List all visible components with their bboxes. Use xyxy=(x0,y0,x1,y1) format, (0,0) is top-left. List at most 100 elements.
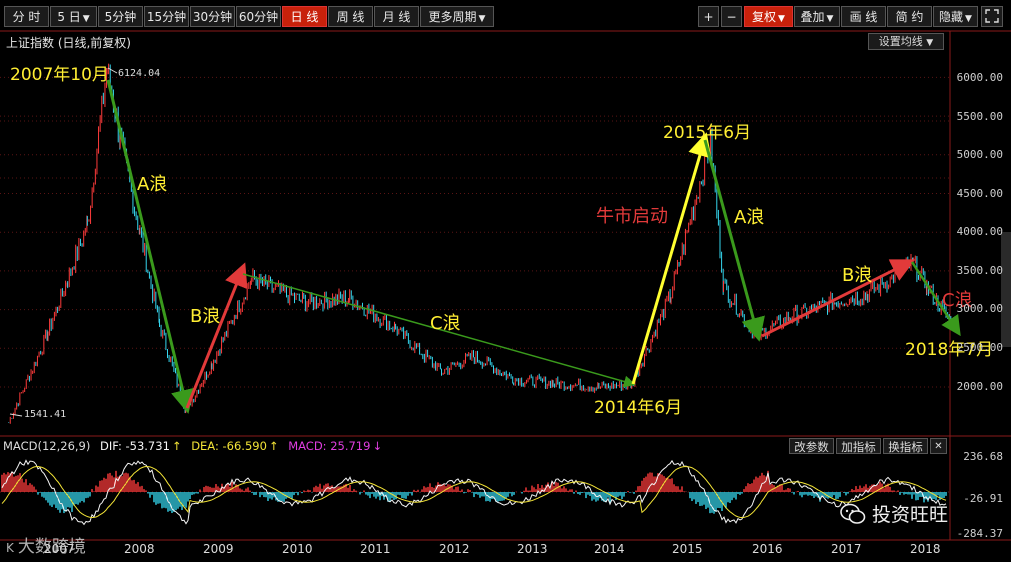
more-periods-label: 更多周期 xyxy=(428,10,477,24)
y-tick: 2500.00 xyxy=(956,341,1003,354)
x-tick: 2011 xyxy=(360,542,391,556)
dropdown-arrow-icon: ▼ xyxy=(778,14,785,24)
annotation-wave-b-2017: B浪 xyxy=(842,265,873,286)
watermark-right: 投资旺旺 xyxy=(840,500,948,527)
x-tick: 2018 xyxy=(910,542,941,556)
fullscreen-icon xyxy=(985,9,999,23)
chart-title: 上证指数 (日线,前复权) xyxy=(6,36,131,50)
wave-c-arrow-2018 xyxy=(910,261,961,337)
period-30min-button[interactable]: 30分钟 xyxy=(190,6,235,27)
x-tick: 2010 xyxy=(282,542,313,556)
overlay-button[interactable]: 叠加 ▼ xyxy=(794,6,840,27)
high-label: 6124.04 xyxy=(118,68,161,79)
y-tick: 5500.00 xyxy=(956,110,1003,123)
overlay-label: 叠加 xyxy=(800,10,825,24)
vertical-scrollbar[interactable] xyxy=(1001,232,1011,347)
period-monthly-button[interactable]: 月 线 xyxy=(374,6,419,27)
wave-b-arrow-2017 xyxy=(761,259,916,338)
more-periods-button[interactable]: 更多周期 ▼ xyxy=(420,6,494,27)
x-tick: 2015 xyxy=(672,542,703,556)
macd-header: MACD(12,26,9) DIF: -53.731 ↑ DEA: -66.590… xyxy=(0,437,950,455)
low-marker-line xyxy=(9,413,23,417)
add-indicator-button[interactable]: 加指标 xyxy=(836,438,881,454)
period-5day-button[interactable]: 5 日 ▼ xyxy=(50,6,97,27)
x-tick: 2014 xyxy=(594,542,625,556)
period-60min-button[interactable]: 60分钟 xyxy=(236,6,281,27)
macd-arrow-icon: ↓ xyxy=(372,439,383,453)
y-tick: 4000.00 xyxy=(956,225,1003,238)
hide-label: 隐藏 xyxy=(939,10,964,24)
low-label: 1541.41 xyxy=(24,409,67,420)
hide-button[interactable]: 隐藏 ▼ xyxy=(933,6,978,27)
dif-value: DIF: -53.731 xyxy=(100,439,170,453)
high-marker-line xyxy=(107,67,118,74)
annotation-wave-b-2009: B浪 xyxy=(190,306,221,327)
x-tick: 2009 xyxy=(203,542,234,556)
y-tick: 3000.00 xyxy=(956,302,1003,315)
x-tick: 2008 xyxy=(124,542,155,556)
annotation-wave-a-2015: A浪 xyxy=(734,207,765,228)
wave-b-arrow-2009 xyxy=(185,262,248,409)
period-timeshare-button[interactable]: 分 时 xyxy=(4,6,49,27)
period-weekly-button[interactable]: 周 线 xyxy=(328,6,373,27)
adjust-rights-label: 复权 xyxy=(752,10,777,24)
watermark-right-text: 投资旺旺 xyxy=(872,504,949,526)
x-tick: 2017 xyxy=(831,542,862,556)
set-ma-button[interactable]: 设置均线 ▼ xyxy=(868,33,944,50)
watermark-left-text: 大数跨境 xyxy=(17,537,86,557)
macd-y-tick: 236.68 xyxy=(963,450,1003,463)
period-5day-label: 5 日 xyxy=(57,10,81,24)
draw-line-button[interactable]: 画 线 xyxy=(841,6,886,27)
fullscreen-button[interactable] xyxy=(981,6,1003,27)
close-indicator-button[interactable]: ✕ xyxy=(930,438,947,454)
dea-value: DEA: -66.590 xyxy=(191,439,267,453)
y-tick: 6000.00 xyxy=(956,71,1003,84)
switch-indicator-button[interactable]: 换指标 xyxy=(883,438,928,454)
annotation-2015-jun: 2015年6月 xyxy=(663,123,752,143)
zoom-out-button[interactable]: − xyxy=(721,6,742,27)
period-15min-button[interactable]: 15分钟 xyxy=(144,6,189,27)
macd-lines xyxy=(1,459,947,526)
adjust-rights-button[interactable]: 复权 ▼ xyxy=(744,6,793,27)
annotation-2007-oct: 2007年10月 xyxy=(10,65,109,85)
set-ma-label: 设置均线 xyxy=(878,35,923,48)
dropdown-arrow-icon: ▼ xyxy=(82,14,90,24)
macd-y-tick: -284.37 xyxy=(956,527,1003,540)
macd-y-tick: -26.91 xyxy=(963,492,1003,505)
y-tick: 4500.00 xyxy=(956,187,1003,200)
dropdown-arrow-icon: ▼ xyxy=(965,14,972,24)
y-tick: 5000.00 xyxy=(956,148,1003,161)
brand-logo-icon: K xyxy=(6,541,14,555)
period-5min-button[interactable]: 5分钟 xyxy=(98,6,143,27)
annotation-bull-start: 牛市启动 xyxy=(596,206,668,227)
annotation-wave-c-2018: C浪 xyxy=(942,290,973,311)
macd-histogram xyxy=(1,470,947,514)
dea-line xyxy=(1,465,947,518)
simple-mode-button[interactable]: 简 约 xyxy=(887,6,932,27)
close-icon: ✕ xyxy=(934,441,943,452)
x-tick: 2013 xyxy=(517,542,548,556)
wave-c-arrow-2014 xyxy=(242,273,636,388)
x-tick: 2012 xyxy=(439,542,470,556)
dif-arrow-icon: ↑ xyxy=(171,439,182,453)
wave-a-arrow-2008 xyxy=(106,79,195,414)
price-series xyxy=(8,63,953,424)
y-tick: 3500.00 xyxy=(956,264,1003,277)
grid xyxy=(0,76,950,493)
toolbar: 分 时 5 日 ▼ 5分钟 15分钟 30分钟 60分钟 日 线 周 线 月 线 … xyxy=(0,0,1011,32)
macd-value: MACD: 25.719 xyxy=(288,439,371,453)
wechat-icon xyxy=(840,503,866,524)
dea-arrow-icon: ↑ xyxy=(268,439,279,453)
bull-start-arrow xyxy=(631,132,712,385)
annotation-wave-c-2012: C浪 xyxy=(430,313,461,334)
x-tick: 2007 xyxy=(44,542,75,556)
x-tick: 2016 xyxy=(752,542,783,556)
zoom-in-button[interactable]: + xyxy=(698,6,719,27)
dropdown-arrow-icon: ▼ xyxy=(926,38,934,48)
y-tick: 2000.00 xyxy=(956,380,1003,393)
change-params-button[interactable]: 改参数 xyxy=(789,438,834,454)
dif-line xyxy=(1,459,947,526)
annotation-2014-jun: 2014年6月 xyxy=(594,398,683,418)
period-daily-button[interactable]: 日 线 xyxy=(282,6,327,27)
